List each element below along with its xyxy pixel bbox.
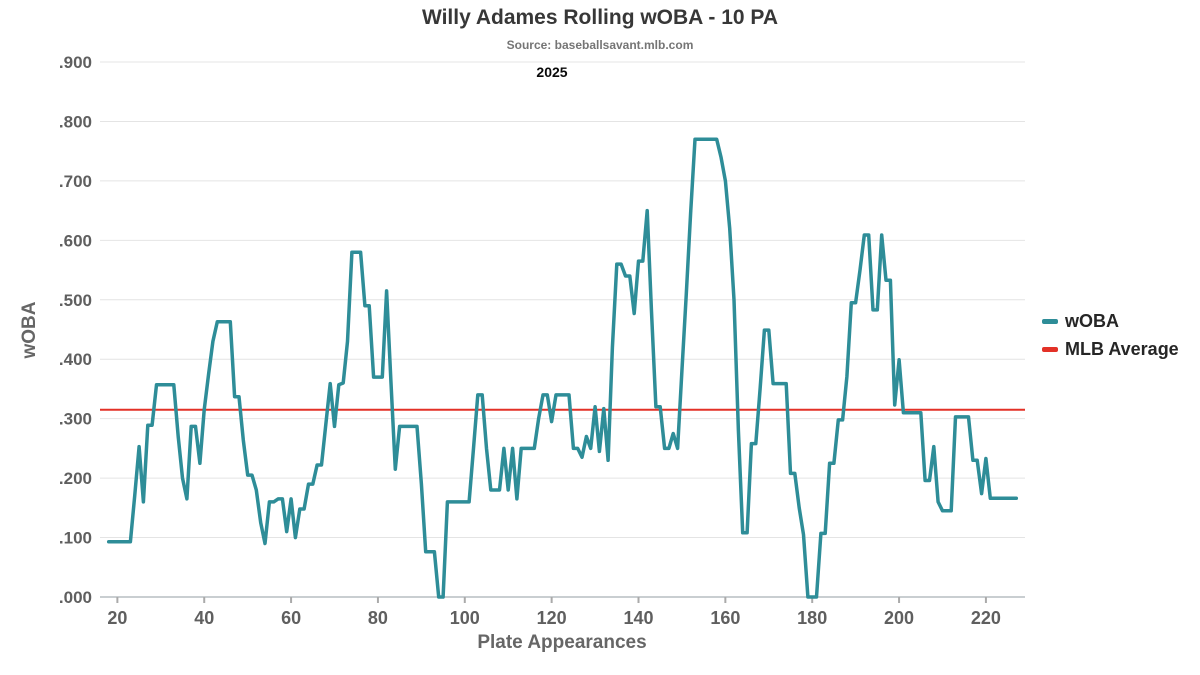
legend-label-woba: wOBA: [1065, 311, 1119, 331]
legend-item-woba: wOBA: [1042, 311, 1179, 332]
x-tick-label: 100: [450, 608, 480, 628]
x-tick-label: 40: [194, 608, 214, 628]
woba-line-swatch-icon: [1042, 319, 1058, 324]
x-tick-label: 220: [971, 608, 1001, 628]
x-tick-label: 20: [107, 608, 127, 628]
x-tick-label: 80: [368, 608, 388, 628]
x-tick-label: 180: [797, 608, 827, 628]
x-tick-label: 140: [623, 608, 653, 628]
chart-title: Willy Adames Rolling wOBA - 10 PA: [421, 6, 779, 29]
y-tick-label: .500: [59, 291, 92, 310]
y-tick-label: .800: [59, 112, 92, 131]
y-tick-label: .600: [59, 231, 92, 250]
legend: wOBA MLB Average: [1042, 311, 1179, 360]
y-tick-label: .000: [59, 588, 92, 607]
woba-line: [106, 137, 1019, 599]
y-tick-label: .300: [59, 410, 92, 429]
y-tick-label: .200: [59, 469, 92, 488]
y-tick-label: .400: [59, 350, 92, 369]
y-tick-label: .900: [59, 53, 92, 72]
x-axis-title: Plate Appearances: [477, 632, 647, 653]
y-tick-label: .100: [59, 529, 92, 548]
season-label: 2025: [536, 64, 568, 80]
legend-label-mlb-average: MLB Average: [1065, 339, 1179, 359]
x-tick-label: 200: [884, 608, 914, 628]
legend-item-mlb-average: MLB Average: [1042, 339, 1179, 360]
y-axis-title: wOBA: [19, 301, 40, 359]
x-tick-label: 120: [537, 608, 567, 628]
x-tick-label: 160: [710, 608, 740, 628]
y-tick-label: .700: [59, 172, 92, 191]
x-tick-label: 60: [281, 608, 301, 628]
mlb-average-line-swatch-icon: [1042, 347, 1058, 352]
chart-source: Source: baseballsavant.mlb.com: [506, 38, 694, 52]
